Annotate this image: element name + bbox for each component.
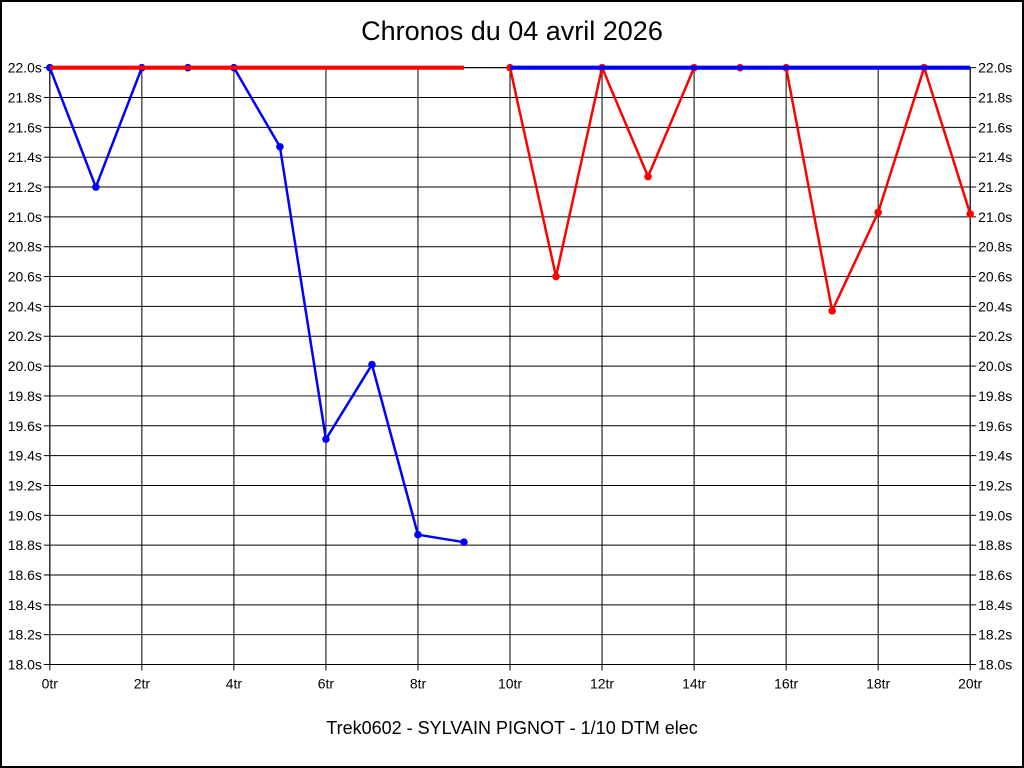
x-axis-label: 20tr xyxy=(958,675,982,691)
y-axis-label-right: 22.0s xyxy=(978,60,1012,76)
y-axis-label-left: 18.4s xyxy=(8,597,42,613)
y-axis-label-left: 22.0s xyxy=(8,60,42,76)
series-red-point xyxy=(644,172,652,181)
x-axis-label: 18tr xyxy=(866,675,890,691)
x-axis-label: 14tr xyxy=(682,675,706,691)
y-axis-label-right: 21.8s xyxy=(978,89,1012,105)
y-axis-label-left: 21.8s xyxy=(8,89,42,105)
y-axis-label-left: 20.8s xyxy=(8,239,42,255)
y-axis-label-left: 18.8s xyxy=(8,537,42,553)
series-blue-point xyxy=(92,183,100,191)
y-axis-label-right: 18.4s xyxy=(978,597,1012,613)
y-axis-label-right: 20.4s xyxy=(978,298,1012,314)
x-axis-label: 0tr xyxy=(42,675,59,691)
y-axis-label-right: 18.2s xyxy=(978,627,1012,643)
x-axis-label: 6tr xyxy=(318,675,335,691)
x-axis-label: 12tr xyxy=(590,675,614,691)
x-axis-label: 10tr xyxy=(498,675,522,691)
y-axis-label-left: 20.2s xyxy=(8,328,42,344)
y-axis-label-right: 21.0s xyxy=(978,209,1012,225)
chart-subtitle: Trek0602 - SYLVAIN PIGNOT - 1/10 DTM ele… xyxy=(326,718,698,738)
series-blue-point xyxy=(368,360,376,369)
y-axis-label-right: 19.2s xyxy=(978,477,1012,493)
y-axis-label-left: 21.0s xyxy=(8,209,42,225)
series-blue-point xyxy=(322,435,330,443)
y-axis-label-left: 19.8s xyxy=(8,388,42,404)
y-axis-label-right: 21.6s xyxy=(978,119,1012,135)
y-axis-label-left: 20.0s xyxy=(8,358,42,374)
y-axis-label-right: 20.6s xyxy=(978,269,1012,285)
series-red-point xyxy=(552,272,560,281)
y-axis-label-right: 19.4s xyxy=(978,448,1012,464)
y-axis-label-right: 19.0s xyxy=(978,507,1012,523)
y-axis-label-left: 19.6s xyxy=(8,418,42,434)
y-axis-label-left: 18.2s xyxy=(8,627,42,643)
y-axis-label-left: 21.4s xyxy=(8,149,42,165)
y-axis-label-right: 18.6s xyxy=(978,567,1012,583)
y-axis-label-left: 21.2s xyxy=(8,179,42,195)
series-blue-point xyxy=(460,538,468,546)
series-blue-point xyxy=(276,142,284,151)
y-axis-label-right: 19.8s xyxy=(978,388,1012,404)
y-axis-label-right: 20.8s xyxy=(978,239,1012,255)
series-red-line xyxy=(508,63,972,315)
y-axis-label-right: 21.2s xyxy=(978,179,1012,195)
x-axis-label: 2tr xyxy=(134,675,151,691)
x-axis-label: 16tr xyxy=(774,675,798,691)
series-red-point xyxy=(828,307,836,315)
y-axis-label-left: 18.0s xyxy=(8,657,42,673)
series-red-point xyxy=(966,210,974,218)
x-axis-label: 4tr xyxy=(226,675,243,691)
y-axis-label-left: 21.6s xyxy=(8,119,42,135)
y-axis-label-right: 20.2s xyxy=(978,328,1012,344)
x-axis-label: 8tr xyxy=(410,675,427,691)
y-axis-label-left: 20.6s xyxy=(8,269,42,285)
chart-title: Chronos du 04 avril 2026 xyxy=(361,16,663,46)
y-axis-label-left: 18.6s xyxy=(8,567,42,583)
y-axis-label-left: 19.0s xyxy=(8,507,42,523)
y-axis-label-right: 18.8s xyxy=(978,537,1012,553)
y-axis-label-left: 20.4s xyxy=(8,298,42,314)
y-axis-label-right: 20.0s xyxy=(978,358,1012,374)
series-blue-point xyxy=(414,530,422,539)
y-axis-label-right: 19.6s xyxy=(978,418,1012,434)
series-red-point xyxy=(874,208,882,217)
y-axis-label-right: 18.0s xyxy=(978,657,1012,673)
y-axis-label-right: 21.4s xyxy=(978,149,1012,165)
y-axis-label-left: 19.4s xyxy=(8,448,42,464)
series-blue-line xyxy=(48,66,465,544)
y-axis-label-left: 19.2s xyxy=(8,477,42,493)
